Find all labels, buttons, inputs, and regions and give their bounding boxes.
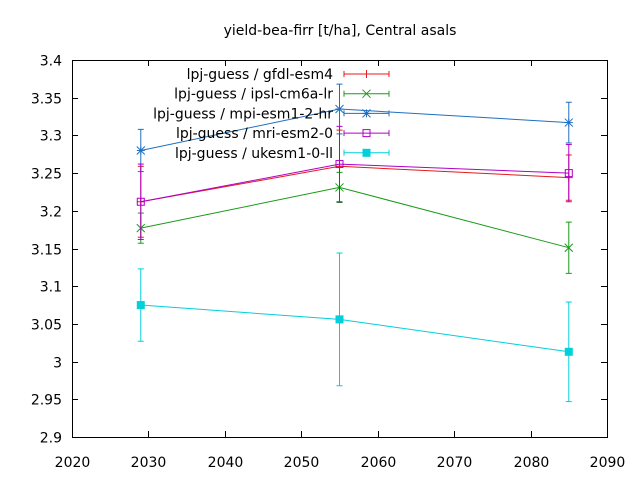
series-5 xyxy=(136,252,573,403)
series-layer xyxy=(136,83,574,403)
series-2 xyxy=(136,171,574,274)
x-tick-label: 2080 xyxy=(514,455,550,471)
legend-entry: lpj-guess / ipsl-cm6a-lr xyxy=(174,87,390,103)
data-point xyxy=(564,118,574,127)
marker xyxy=(362,89,371,99)
x-tick-label: 2030 xyxy=(131,455,167,471)
y-tick-label: 2.95 xyxy=(31,393,62,409)
x-tick-label: 2060 xyxy=(361,455,397,471)
series-4 xyxy=(136,125,573,240)
y-tick-label: 3 xyxy=(53,356,62,372)
data-point xyxy=(564,169,573,178)
x-tick-label: 2050 xyxy=(284,455,320,471)
series-line xyxy=(140,163,569,203)
data-point xyxy=(136,146,146,155)
legend-label: lpj-guess / gfdl-esm4 xyxy=(187,67,333,83)
marker xyxy=(362,129,371,138)
marker xyxy=(335,315,344,324)
y-tick-label: 3.15 xyxy=(31,243,62,259)
legend-entry: lpj-guess / mri-esm2-0 xyxy=(176,126,390,142)
y-tick-label: 3.4 xyxy=(40,54,62,70)
y-tick-label: 2.9 xyxy=(40,431,62,447)
legend-label: lpj-guess / ukesm1-0-ll xyxy=(175,146,333,162)
marker xyxy=(564,347,573,356)
legend-entry: lpj-guess / gfdl-esm4 xyxy=(187,67,390,83)
marker xyxy=(136,301,145,310)
series-line xyxy=(140,165,569,203)
legend-label: lpj-guess / ipsl-cm6a-lr xyxy=(174,87,333,103)
y-axis: 2.9 2.95 3 3.05 3.1 3.15 3.2 3.25 3.3 3.35 3.4 xyxy=(31,54,607,447)
data-point xyxy=(362,89,371,99)
x-tick-label: 2040 xyxy=(208,455,244,471)
data-point xyxy=(136,301,145,310)
marker xyxy=(362,148,371,157)
x-axis: 2020 2030 2040 2050 2060 2070 2080 2090 xyxy=(55,60,626,471)
legend-label: lpj-guess / mpi-esm1-2-hr xyxy=(153,106,333,122)
marker xyxy=(136,197,145,206)
legend-label: lpj-guess / mri-esm2-0 xyxy=(176,126,333,142)
data-point xyxy=(362,70,371,78)
marker xyxy=(564,118,574,127)
marker xyxy=(335,160,344,169)
data-point xyxy=(362,148,371,157)
data-point xyxy=(335,315,344,324)
marker xyxy=(362,109,371,118)
series-line xyxy=(140,186,569,249)
data-point xyxy=(564,243,574,253)
y-tick-label: 3.35 xyxy=(31,92,62,108)
data-point xyxy=(335,104,344,114)
legend-entry: lpj-guess / ukesm1-0-ll xyxy=(175,146,390,162)
marker xyxy=(564,243,574,253)
marker xyxy=(136,146,146,155)
data-point xyxy=(335,160,344,169)
legend: lpj-guess / gfdl-esm4 lpj-guess / ipsl-cm… xyxy=(153,67,390,162)
data-point xyxy=(564,347,573,356)
x-tick-label: 2090 xyxy=(590,455,626,471)
data-point xyxy=(136,197,145,206)
y-tick-label: 3.1 xyxy=(40,280,62,296)
data-point xyxy=(362,109,371,118)
series-3 xyxy=(136,83,574,173)
y-tick-label: 3.25 xyxy=(31,167,62,183)
x-tick-label: 2020 xyxy=(55,455,91,471)
x-tick-label: 2070 xyxy=(437,455,473,471)
y-tick-label: 3.2 xyxy=(40,205,62,221)
legend-entry: lpj-guess / mpi-esm1-2-hr xyxy=(153,106,390,122)
chart-title: yield-bea-firr [t/ha], Central asals xyxy=(224,23,457,39)
series-line xyxy=(140,304,569,353)
marker xyxy=(564,169,573,178)
marker xyxy=(335,104,344,114)
y-tick-label: 3.3 xyxy=(40,129,62,145)
data-point xyxy=(362,129,371,138)
y-tick-label: 3.05 xyxy=(31,318,62,334)
